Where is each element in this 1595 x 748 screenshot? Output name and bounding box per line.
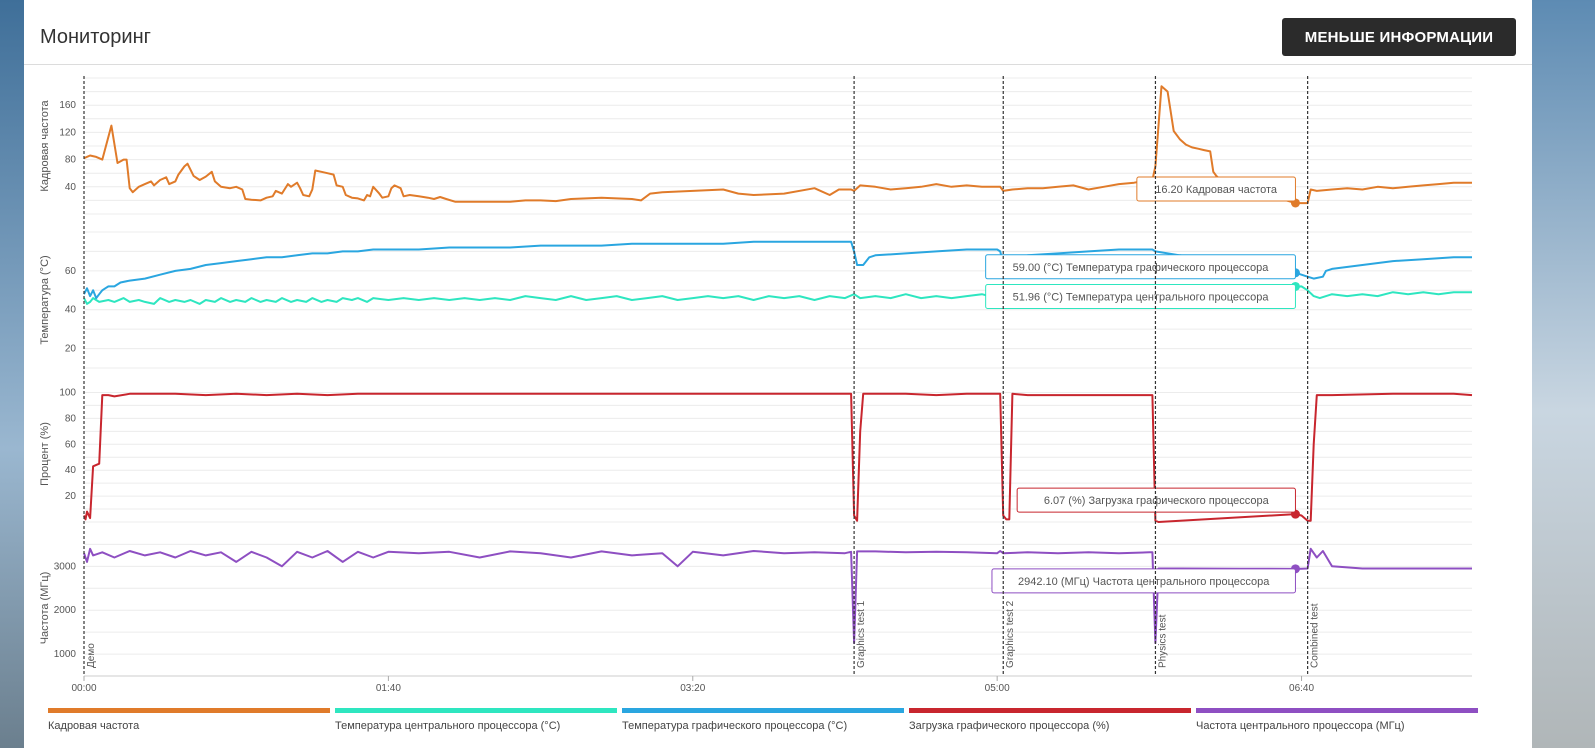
legend-swatch <box>1196 708 1478 713</box>
background-left <box>0 0 24 748</box>
y-tick-label: 60 <box>65 266 77 277</box>
y-tick-label: 100 <box>59 387 76 398</box>
y-tick-label: 60 <box>65 439 77 450</box>
test-marker-label: Graphics test 1 <box>856 600 867 668</box>
legend-item-cpu-temp[interactable]: Температура центрального процессора (°C) <box>335 708 617 732</box>
y-tick-label: 160 <box>59 100 76 111</box>
tooltip-box <box>1136 176 1296 202</box>
y-tick-label: 20 <box>65 491 77 502</box>
legend-item-fps[interactable]: Кадровая частота <box>48 708 330 732</box>
x-tick-label: 00:00 <box>71 683 96 694</box>
y-axis-label: Частота (МГц) <box>39 572 51 645</box>
legend-label: Загрузка графического процессора (%) <box>909 720 1110 732</box>
y-tick-label: 20 <box>65 344 77 355</box>
test-marker-label: Демо <box>86 643 97 668</box>
tooltip-text: 2942.10 (МГц) Частота центрального проце… <box>1018 576 1270 588</box>
y-tick-label: 40 <box>65 305 77 316</box>
tooltip-text: 16.20 Кадровая частота <box>1155 184 1278 196</box>
tooltip-box <box>985 254 1296 280</box>
tooltip-box <box>991 568 1296 594</box>
panel-header: Мониторинг МЕНЬШЕ ИНФОРМАЦИИ <box>24 0 1532 65</box>
x-tick-label: 05:00 <box>985 683 1010 694</box>
x-tick-label: 06:40 <box>1289 683 1314 694</box>
x-tick-label: 03:20 <box>680 683 705 694</box>
y-tick-label: 40 <box>65 465 77 476</box>
test-marker-label: Physics test <box>1157 614 1168 668</box>
x-tick-label: 01:40 <box>376 683 401 694</box>
test-marker-label: Graphics test 2 <box>1005 600 1016 668</box>
tooltip-text: 59.00 (°C) Температура графического проц… <box>1013 262 1270 274</box>
y-tick-label: 3000 <box>54 561 77 572</box>
legend-label: Частота центрального процессора (МГц) <box>1196 720 1405 732</box>
tooltip-box <box>985 283 1296 309</box>
tooltip-text: 6.07 (%) Загрузка графического процессор… <box>1044 495 1270 507</box>
y-axis-label: Кадровая частота <box>39 100 51 192</box>
page-title: Мониторинг <box>40 26 151 48</box>
legend-label: Температура центрального процессора (°C) <box>335 720 561 732</box>
y-tick-label: 80 <box>65 413 77 424</box>
legend-label: Кадровая частота <box>48 720 140 732</box>
tooltip-box <box>1016 487 1296 513</box>
y-tick-label: 2000 <box>54 605 77 616</box>
monitoring-chart: 40 80 120 160 Кадровая частота 16.20 Кадровая… <box>39 76 1473 694</box>
series-line <box>83 85 1472 205</box>
legend-swatch <box>622 708 904 713</box>
tooltip-text: 51.96 (°C) Температура центрального проц… <box>1013 291 1270 303</box>
legend-item-gpu-load[interactable]: Загрузка графического процессора (%) <box>909 708 1191 732</box>
series-line <box>83 547 1472 645</box>
y-tick-label: 120 <box>59 127 76 138</box>
legend-item-cpu-clock[interactable]: Частота центрального процессора (МГц) <box>1196 708 1478 732</box>
test-marker-label: Combined test <box>1310 603 1321 668</box>
y-tick-label: 80 <box>65 155 77 166</box>
y-tick-label: 1000 <box>54 649 77 660</box>
legend-label: Температура графического процессора (°C) <box>622 720 848 732</box>
less-info-button[interactable]: МЕНЬШЕ ИНФОРМАЦИИ <box>1282 18 1516 56</box>
y-axis-label: Процент (%) <box>39 422 51 486</box>
legend-swatch <box>335 708 617 713</box>
chart-legend: Кадровая частота Температура центральног… <box>48 708 1508 744</box>
y-tick-label: 40 <box>65 182 77 193</box>
legend-swatch <box>909 708 1191 713</box>
monitoring-panel: Мониторинг МЕНЬШЕ ИНФОРМАЦИИ 40 80 120 160 К… <box>24 0 1532 748</box>
background-right <box>1532 0 1595 748</box>
legend-item-gpu-temp[interactable]: Температура графического процессора (°C) <box>622 708 904 732</box>
y-axis-label: Температура (°C) <box>39 255 51 344</box>
legend-swatch <box>48 708 330 713</box>
